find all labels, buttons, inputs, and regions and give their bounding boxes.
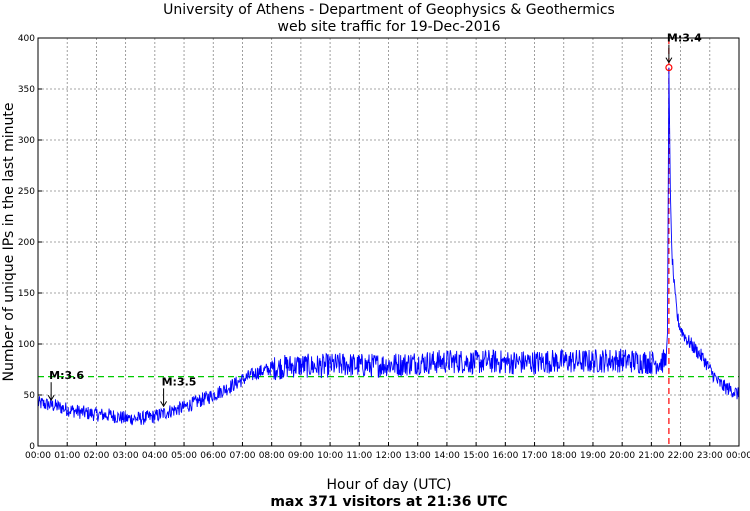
y-tick-label: 50 <box>24 391 36 401</box>
earthquake-annotation: M:3.5 <box>160 375 197 408</box>
x-tick-label: 20:00 <box>609 451 635 461</box>
traffic-series-line <box>37 67 740 426</box>
grid-lines <box>38 38 739 446</box>
series-group <box>37 67 740 426</box>
x-tick-label: 08:00 <box>259 451 285 461</box>
x-tick-label: 19:00 <box>580 451 606 461</box>
x-tick-label: 23:00 <box>697 451 723 461</box>
reference-lines <box>38 38 739 446</box>
y-tick-label: 0 <box>29 442 35 452</box>
y-tick-label: 150 <box>18 289 35 299</box>
max-visitors-caption: max 371 visitors at 21:36 UTC <box>270 494 507 510</box>
y-tick-label: 400 <box>18 34 35 44</box>
annotations-group: M:3.6 M:3.5M:3.4 <box>47 32 702 408</box>
y-tick-label: 350 <box>18 85 35 95</box>
x-tick-label: 01:00 <box>54 451 80 461</box>
x-tick-label: 05:00 <box>171 451 197 461</box>
x-tick-label: 13:00 <box>405 451 431 461</box>
x-tick-label: 16:00 <box>492 451 518 461</box>
x-tick-label: 06:00 <box>200 451 226 461</box>
y-tick-label: 250 <box>18 187 35 197</box>
earthquake-label: M:3.5 <box>162 375 197 388</box>
y-tick-label: 100 <box>18 340 35 350</box>
x-tick-label: 04:00 <box>142 451 168 461</box>
earthquake-arrow-head <box>665 57 673 64</box>
x-tick-label: 21:00 <box>638 451 664 461</box>
y-axis-ticks: 0 50 100 150 200 250 300 350 400 <box>18 34 42 452</box>
y-tick-label: 200 <box>18 238 35 248</box>
chart-subtitle: web site traffic for 19-Dec-2016 <box>278 19 501 35</box>
x-tick-label: 18:00 <box>551 451 577 461</box>
x-tick-label: 14:00 <box>434 451 460 461</box>
y-tick-label: 300 <box>18 136 35 146</box>
peak-marker <box>665 63 673 72</box>
x-tick-label: 00:00 <box>726 451 750 461</box>
x-tick-label: 15:00 <box>463 451 489 461</box>
x-axis-label: Hour of day (UTC) <box>327 477 452 493</box>
x-axis-ticks: 00:00 01:00 02:00 03:00 04:00 05:00 06:00 07:00… <box>25 442 750 461</box>
chart-title: University of Athens - Department of Geo… <box>163 2 615 18</box>
earthquake-arrow-head <box>160 401 168 408</box>
x-tick-label: 22:00 <box>668 451 694 461</box>
x-tick-label: 03:00 <box>113 451 139 461</box>
x-tick-label: 00:00 <box>25 451 51 461</box>
markers-group <box>665 63 673 72</box>
plot-frame <box>37 37 740 447</box>
earthquake-label: M:3.6 <box>49 369 84 382</box>
x-tick-label: 11:00 <box>346 451 372 461</box>
earthquake-arrow-head <box>47 394 55 402</box>
y-axis-label: Number of unique IPs in the last minute <box>1 103 17 382</box>
x-tick-label: 17:00 <box>522 451 548 461</box>
x-tick-label: 02:00 <box>83 451 109 461</box>
x-tick-label: 09:00 <box>288 451 314 461</box>
earthquake-annotation: M:3.6 <box>47 369 84 402</box>
x-tick-label: 10:00 <box>317 451 343 461</box>
x-tick-label: 07:00 <box>229 451 255 461</box>
x-tick-label: 12:00 <box>376 451 402 461</box>
